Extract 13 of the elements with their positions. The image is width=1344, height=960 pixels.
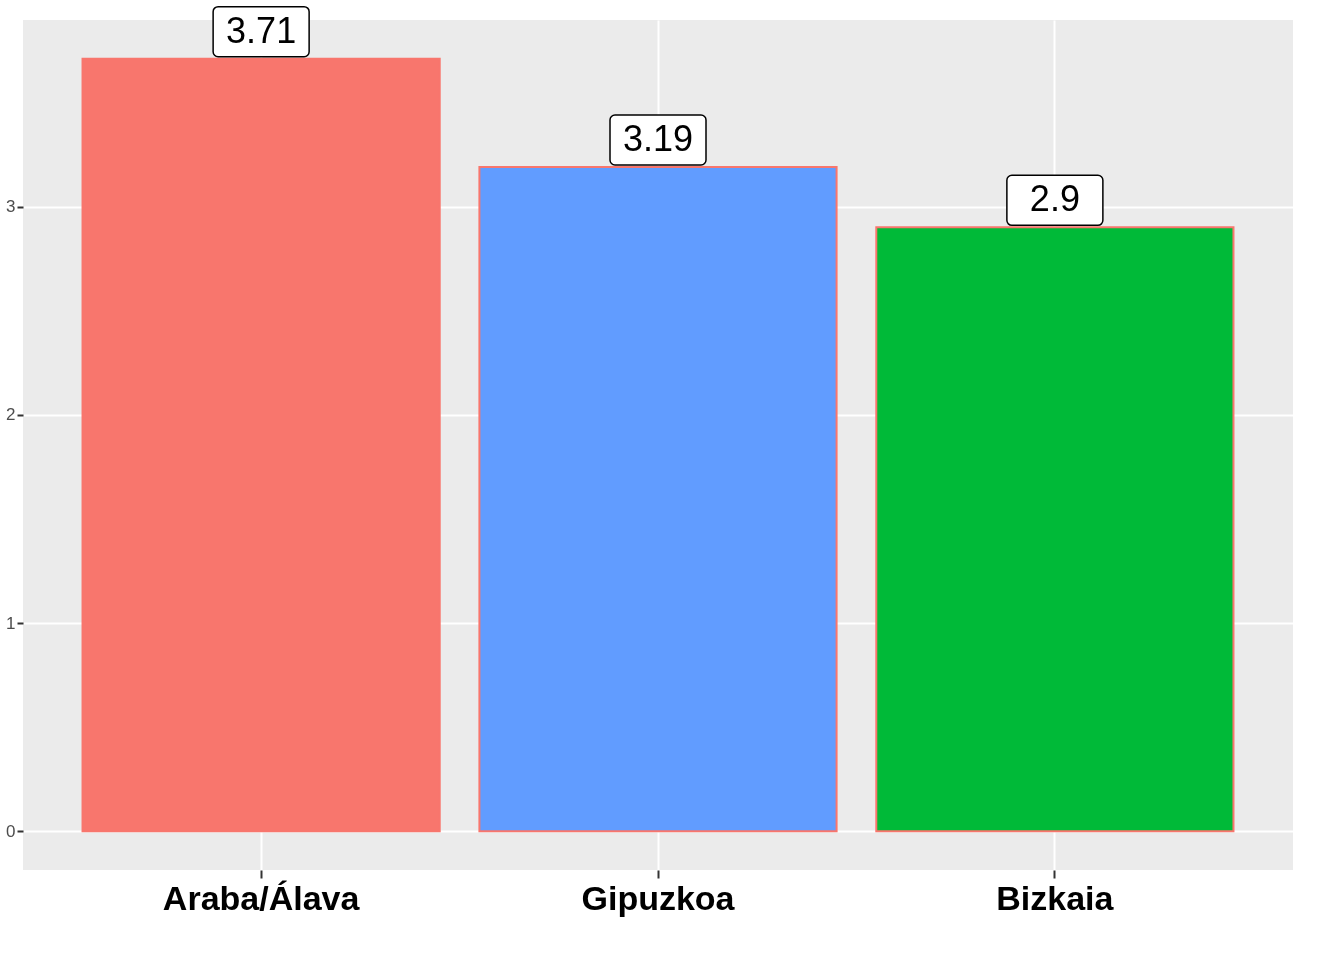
x-tick-label: Bizkaia [996, 878, 1115, 917]
bar [478, 165, 838, 833]
y-tick-label: 0 [6, 821, 16, 841]
data-label: 3.19 [622, 117, 694, 159]
data-label: 3.71 [226, 9, 297, 51]
bar [875, 226, 1235, 833]
x-tick-label: Araba/Álava [162, 878, 361, 917]
y-tick-label: 2 [6, 405, 16, 425]
x-tick-label: Gipuzkoa [581, 878, 736, 917]
y-tick-label: 1 [6, 613, 16, 633]
data-label: 2.9 [1029, 178, 1080, 220]
bar [81, 57, 441, 833]
y-tick-label: 3 [6, 197, 16, 217]
